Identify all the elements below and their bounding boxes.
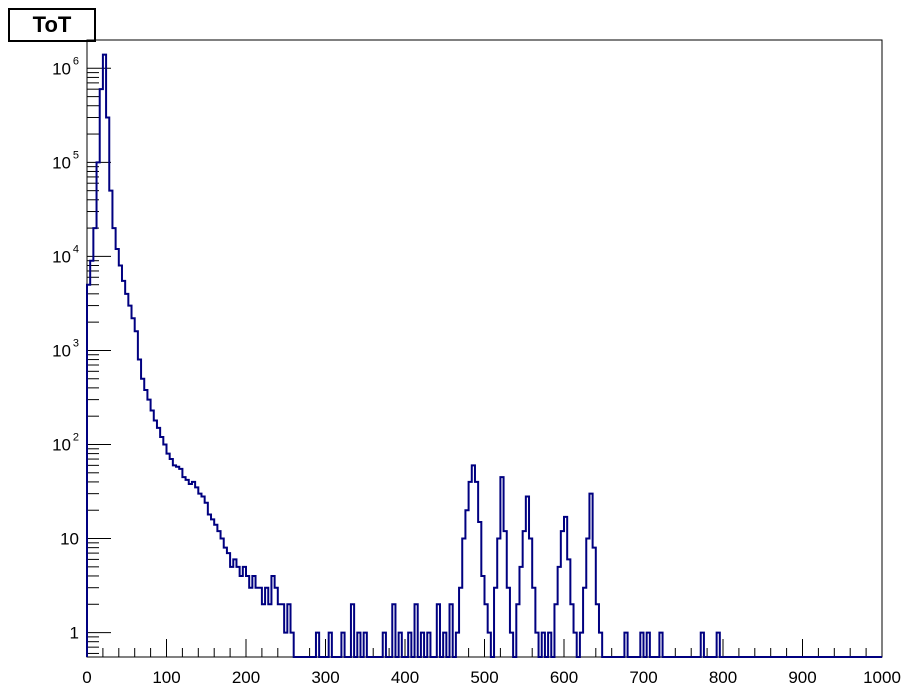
y-tick-exponent: 3 [73, 337, 79, 349]
x-axis: 0 100 200 300 400 500 600 700 800 900 1000 [82, 639, 901, 687]
y-tick-label: 10 [52, 435, 71, 454]
y-tick-label: 10 [60, 530, 79, 549]
plot-frame [86, 39, 883, 658]
x-tick-label: 700 [629, 668, 657, 687]
histogram-title: ToT [8, 8, 96, 42]
y-tick-exponent: 5 [73, 149, 79, 161]
x-tick-label: 0 [82, 668, 91, 687]
x-tick-label: 800 [709, 668, 737, 687]
y-tick-label: 10 [52, 59, 71, 78]
x-tick-label: 900 [788, 668, 816, 687]
y-tick-label: 1 [70, 624, 79, 643]
x-tick-label: 100 [152, 668, 180, 687]
x-tick-label: 500 [470, 668, 498, 687]
x-tick-label: 200 [232, 668, 260, 687]
y-tick-exponent: 2 [73, 431, 79, 443]
x-tick-label: 600 [550, 668, 578, 687]
x-tick-label: 1000 [863, 668, 901, 687]
y-tick-label: 10 [52, 247, 71, 266]
histogram-series-line [86, 53, 882, 658]
y-tick-label: 10 [52, 341, 71, 360]
y-tick-exponent: 4 [73, 243, 79, 255]
x-tick-label: 400 [391, 668, 419, 687]
y-tick-label: 10 [52, 153, 71, 172]
y-tick-exponent: 6 [73, 55, 79, 67]
x-tick-label: 300 [311, 668, 339, 687]
